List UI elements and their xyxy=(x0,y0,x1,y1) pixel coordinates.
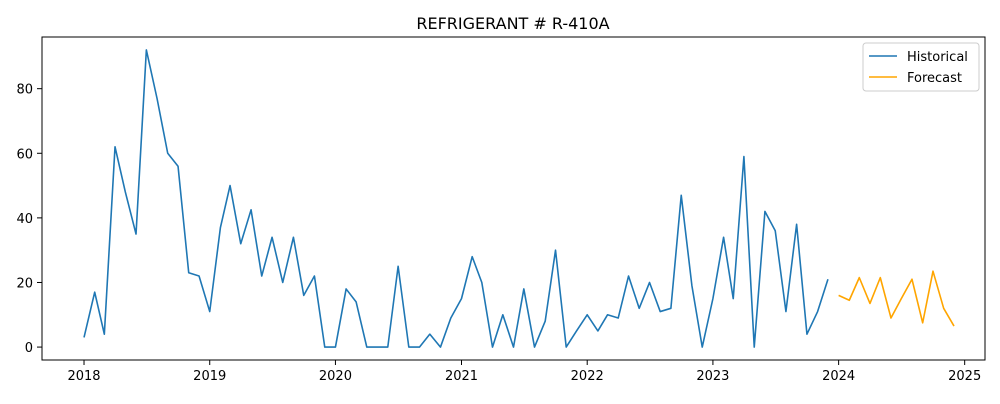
x-tick-label-2020: 2020 xyxy=(319,369,352,384)
legend-box xyxy=(862,42,980,92)
x-tick-label-2023: 2023 xyxy=(696,369,729,384)
y-tick-label-20: 20 xyxy=(16,276,33,291)
x-tick-label-2018: 2018 xyxy=(67,369,100,384)
series-line-historical xyxy=(83,49,829,348)
series-lines xyxy=(83,49,955,348)
y-tick-label-80: 80 xyxy=(16,83,33,98)
y-tick-label-40: 40 xyxy=(16,212,33,227)
x-tick-label-2021: 2021 xyxy=(445,369,478,384)
legend-label-forecast: Forecast xyxy=(907,71,962,86)
plot-frame xyxy=(41,36,986,361)
x-tick-label-2019: 2019 xyxy=(193,369,226,384)
axis-ticks: 2018 2019 2020 2021 2022 2023 2024 2025 0 20 40 60 8… xyxy=(16,83,981,384)
x-tick-label-2025: 2025 xyxy=(948,369,981,384)
series-line-forecast xyxy=(838,270,955,327)
y-tick-label-60: 60 xyxy=(16,147,33,162)
x-tick-label-2024: 2024 xyxy=(822,369,855,384)
y-tick-label-0: 0 xyxy=(25,341,33,356)
legend: Historical Forecast xyxy=(862,42,980,92)
legend-label-historical: Historical xyxy=(907,50,968,65)
chart-title: REFRIGERANT # R-410A xyxy=(416,14,609,33)
x-tick-label-2022: 2022 xyxy=(571,369,604,384)
